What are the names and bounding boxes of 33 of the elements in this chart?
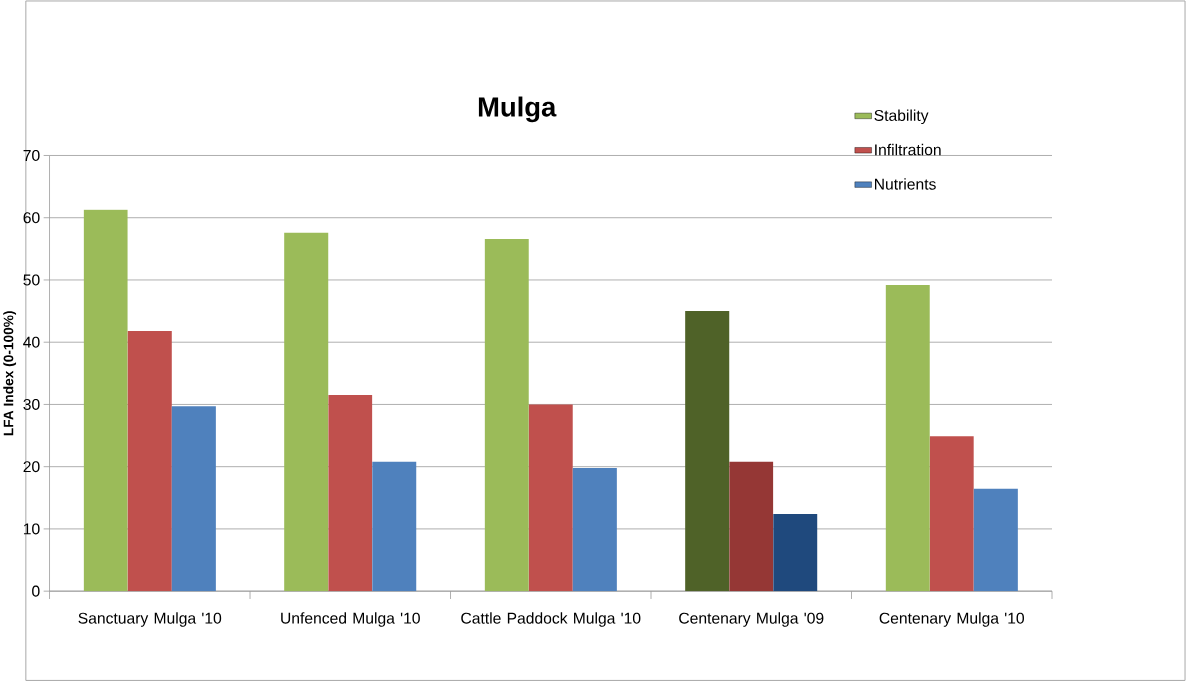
y-tick-label: 50	[23, 274, 40, 286]
chart-title: Mulga	[478, 96, 557, 122]
legend-label: Stability	[874, 109, 929, 124]
y-axis-title: LFA Index (0-100%)	[3, 310, 17, 436]
bar	[929, 435, 974, 591]
bar	[572, 467, 617, 591]
y-tick-label: 70	[23, 149, 40, 161]
bar	[729, 461, 774, 591]
y-tick-label: 20	[23, 460, 40, 473]
bar	[372, 461, 417, 591]
y-tick-label: 10	[23, 523, 40, 535]
x-tick-label: Centenary Mulga '10	[879, 612, 1024, 627]
bar	[127, 330, 172, 591]
bar	[685, 310, 730, 591]
bar	[171, 406, 216, 591]
y-tick-label: 30	[23, 398, 40, 410]
x-tick-label: Cattle Paddock Mulga '10	[461, 612, 641, 627]
x-tick-label: Centenary Mulga '09	[679, 612, 824, 627]
bar	[328, 394, 373, 591]
y-tick-label: 0	[32, 585, 40, 597]
bar	[973, 488, 1018, 591]
bar	[773, 513, 818, 591]
bar	[885, 284, 930, 591]
bar	[284, 232, 329, 591]
legend-label: Nutrients	[875, 178, 936, 190]
y-tick-label: 40	[23, 336, 40, 348]
bar	[484, 238, 529, 591]
y-tick-label: 60	[23, 211, 40, 224]
x-tick-label: Unfenced Mulga '10	[281, 612, 420, 627]
bar	[528, 404, 573, 591]
legend-label: Infiltration	[875, 143, 941, 156]
bar	[83, 209, 128, 591]
x-tick-label: Sanctuary Mulga '10	[78, 612, 222, 627]
